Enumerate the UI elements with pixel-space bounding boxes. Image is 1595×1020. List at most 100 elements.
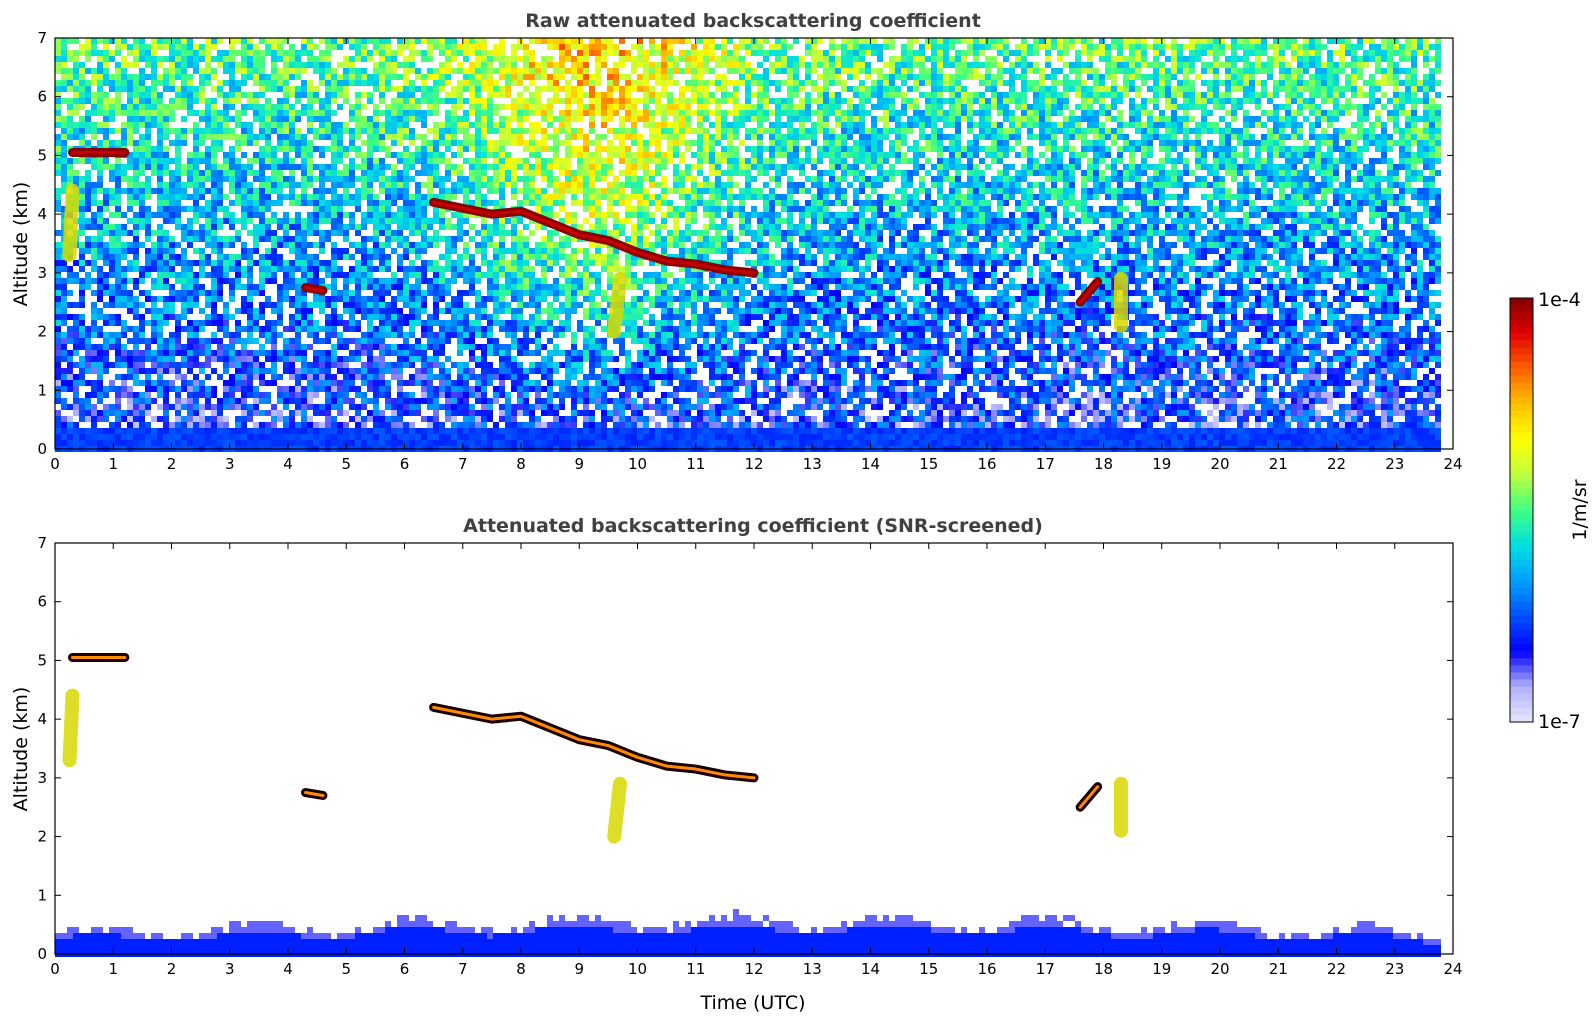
heatmap-cell	[295, 260, 301, 266]
heatmap-cell	[289, 176, 295, 182]
heatmap-cell	[235, 416, 241, 422]
heatmap-cell	[61, 122, 67, 128]
heatmap-cell	[589, 314, 595, 320]
heatmap-cell	[307, 266, 313, 272]
heatmap-cell	[73, 362, 79, 368]
heatmap-cell	[55, 416, 61, 422]
heatmap-cell	[523, 398, 529, 404]
heatmap-cell	[157, 392, 163, 398]
heatmap-cell	[553, 362, 559, 368]
heatmap-cell	[223, 158, 229, 164]
heatmap-cell	[313, 356, 319, 362]
heatmap-cell	[517, 80, 523, 86]
heatmap-cell	[175, 242, 181, 248]
heatmap-cell	[247, 134, 253, 140]
heatmap-cell	[379, 86, 385, 92]
heatmap-cell	[499, 428, 505, 434]
heatmap-cell	[85, 44, 91, 50]
heatmap-cell	[139, 272, 145, 278]
heatmap-cell	[85, 140, 91, 146]
heatmap-cell	[181, 326, 187, 332]
heatmap-cell	[493, 230, 499, 236]
heatmap-cell	[589, 338, 595, 344]
heatmap-cell	[283, 194, 289, 200]
heatmap-cell	[433, 182, 439, 188]
heatmap-cell	[199, 254, 205, 260]
heatmap-cell	[301, 68, 307, 74]
heatmap-cell	[403, 380, 409, 386]
heatmap-cell	[127, 122, 133, 128]
heatmap-cell	[169, 314, 175, 320]
heatmap-cell	[337, 362, 343, 368]
heatmap-cell	[91, 224, 97, 230]
heatmap-cell	[181, 416, 187, 422]
heatmap-cell	[277, 410, 283, 416]
heatmap-cell	[463, 110, 469, 116]
heatmap-cell	[253, 200, 259, 206]
heatmap-cell	[55, 38, 61, 44]
heatmap-cell	[115, 62, 121, 68]
heatmap-cell	[235, 356, 241, 362]
heatmap-cell	[193, 440, 199, 446]
heatmap-cell	[331, 434, 337, 440]
heatmap-cell	[589, 398, 595, 404]
heatmap-cell	[247, 380, 253, 386]
heatmap-cell	[85, 116, 91, 122]
heatmap-cell	[427, 236, 433, 242]
heatmap-cell	[379, 362, 385, 368]
heatmap-cell	[145, 122, 151, 128]
heatmap-cell	[493, 164, 499, 170]
heatmap-cell	[325, 326, 331, 332]
heatmap-cell	[139, 320, 145, 326]
heatmap-cell	[283, 422, 289, 428]
heatmap-cell	[223, 194, 229, 200]
heatmap-cell	[343, 188, 349, 194]
heatmap-cell	[403, 110, 409, 116]
heatmap-cell	[343, 272, 349, 278]
heatmap-cell	[367, 350, 373, 356]
heatmap-cell	[295, 68, 301, 74]
heatmap-cell	[265, 158, 271, 164]
heatmap-cell	[187, 194, 193, 200]
heatmap-cell	[367, 260, 373, 266]
heatmap-cell	[241, 104, 247, 110]
heatmap-cell	[85, 242, 91, 248]
heatmap-cell	[247, 188, 253, 194]
heatmap-cell	[295, 308, 301, 314]
heatmap-cell	[577, 146, 583, 152]
heatmap-cell	[271, 164, 277, 170]
heatmap-cell	[211, 194, 217, 200]
heatmap-cell	[325, 56, 331, 62]
heatmap-cell	[289, 170, 295, 176]
heatmap-cell	[427, 188, 433, 194]
heatmap-cell	[121, 128, 127, 134]
heatmap-cell	[451, 182, 457, 188]
heatmap-cell	[379, 188, 385, 194]
heatmap-cell	[115, 392, 121, 398]
heatmap-cell	[175, 164, 181, 170]
heatmap-cell	[511, 230, 517, 236]
heatmap-cell	[355, 350, 361, 356]
heatmap-cell	[301, 104, 307, 110]
heatmap-cell	[181, 350, 187, 356]
heatmap-cell	[97, 206, 103, 212]
heatmap-cell	[265, 440, 271, 446]
heatmap-cell	[157, 98, 163, 104]
heatmap-cell	[307, 326, 313, 332]
heatmap-cell	[421, 122, 427, 128]
heatmap-cell	[181, 380, 187, 386]
heatmap-cell	[211, 422, 217, 428]
heatmap-cell	[247, 362, 253, 368]
heatmap-cell	[265, 152, 271, 158]
heatmap-cell	[535, 74, 541, 80]
heatmap-cell	[67, 332, 73, 338]
heatmap-cell	[523, 62, 529, 68]
heatmap-cell	[565, 152, 571, 158]
heatmap-cell	[517, 230, 523, 236]
heatmap-cell	[523, 284, 529, 290]
heatmap-cell	[553, 350, 559, 356]
heatmap-cell	[187, 302, 193, 308]
heatmap-cell	[79, 290, 85, 296]
heatmap-cell	[505, 92, 511, 98]
heatmap-cell	[403, 194, 409, 200]
